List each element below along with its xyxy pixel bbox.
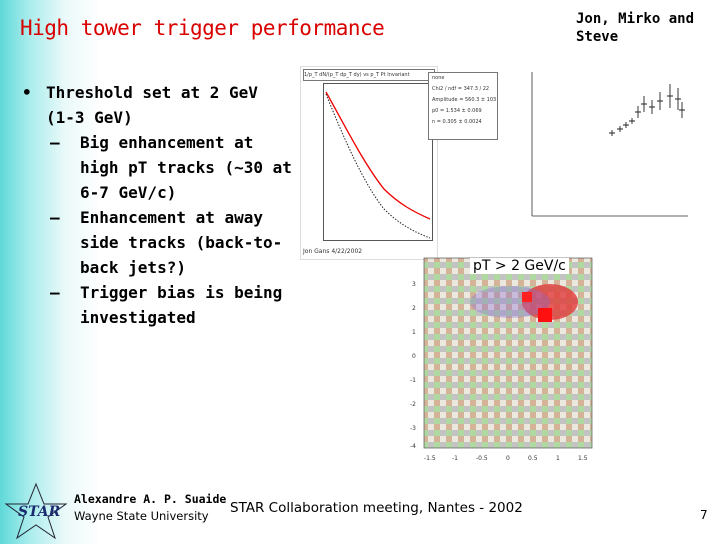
sub-bullet-item: – Enhancement at away side tracks (back-… — [50, 205, 292, 280]
fit-stats-box: none Chi2 / ndf = 347.3 / 22 Amplitude =… — [428, 72, 498, 140]
dash-marker: – — [50, 133, 60, 152]
bullet-item: • Threshold set at 2 GeV (1-3 GeV) — [22, 80, 292, 130]
heatmap-xtick: 0 — [506, 455, 510, 462]
slide-title: High tower trigger performance — [20, 16, 385, 40]
heatmap-xtick: 1 — [556, 455, 560, 462]
star-logo-svg: STAR — [4, 482, 68, 540]
heatmap-ytick: -4 — [410, 443, 416, 450]
star-logo: STAR — [4, 482, 68, 540]
heatmap-ytick: 0 — [412, 353, 416, 360]
stat-line: Amplitude = 560.3 ± 103 — [432, 97, 497, 103]
correlation-heatmap-image: -1.5 -1 -0.5 0 0.5 1 1.5 3 2 1 0 -1 -2 -… — [410, 250, 610, 465]
bullet-marker: • — [22, 83, 32, 102]
heatmap-ytick: -3 — [410, 425, 416, 432]
sub-bullet-text: Big enhancement at high pT tracks (~30 a… — [80, 133, 292, 202]
stat-line: none — [432, 75, 445, 81]
sub-bullet-text: Trigger bias is being investigated — [80, 283, 283, 327]
heatmap-xtick: -1 — [452, 455, 458, 462]
bullet-list: • Threshold set at 2 GeV (1-3 GeV) – Big… — [22, 80, 292, 330]
heatmap-ytick: -1 — [410, 377, 416, 384]
plot-header: 1/p_T dN/(p_T dp_T dy) vs p_T Pt Invaria… — [303, 69, 435, 81]
dash-marker: – — [50, 283, 60, 302]
ratio-plot-svg — [531, 72, 688, 217]
meeting-name: STAR Collaboration meeting, Nantes - 200… — [230, 500, 523, 516]
page-number: 7 — [700, 508, 708, 522]
sub-bullet-item: – Big enhancement at high pT tracks (~30… — [50, 130, 292, 205]
plot-footer: Jon Gans 4/22/2002 — [303, 248, 363, 255]
stat-line: p0 = 1.534 ± 0.069 — [432, 108, 482, 114]
heatmap-svg: -1.5 -1 -0.5 0 0.5 1 1.5 3 2 1 0 -1 -2 -… — [410, 257, 593, 462]
heatmap-label: pT > 2 GeV/c — [470, 258, 569, 274]
plot-frame — [323, 83, 433, 241]
heatmap-xtick: -0.5 — [476, 455, 488, 462]
ratio-plot-image — [520, 66, 720, 246]
presenter-institution: Wayne State University — [74, 509, 209, 523]
sub-bullet-text: Enhancement at away side tracks (back-to… — [80, 208, 283, 277]
heatmap-ytick: 1 — [412, 329, 416, 336]
bullet-text: Threshold set at 2 GeV (1-3 GeV) — [46, 83, 258, 127]
heatmap-xtick: 0.5 — [528, 455, 538, 462]
spectrum-curves — [325, 91, 431, 239]
heatmap-xtick: -1.5 — [424, 455, 436, 462]
heatmap-xtick: 1.5 — [578, 455, 588, 462]
slide-authors: Jon, Mirko and Steve — [576, 11, 695, 45]
heatmap-ytick: 3 — [412, 281, 416, 288]
star-logo-text: STAR — [18, 504, 60, 520]
heatmap-ytick: -2 — [410, 401, 416, 408]
stat-line: Chi2 / ndf = 347.3 / 22 — [432, 86, 490, 92]
stat-line: n = 0.305 ± 0.0024 — [432, 119, 482, 125]
sub-bullet-item: – Trigger bias is being investigated — [50, 280, 292, 330]
spectrum-plot-image: 1/p_T dN/(p_T dp_T dy) vs p_T Pt Invaria… — [300, 66, 438, 260]
heatmap-ytick: 2 — [412, 305, 416, 312]
presenter-name: Alexandre A. P. Suaide — [74, 492, 227, 506]
dash-marker: – — [50, 208, 60, 227]
